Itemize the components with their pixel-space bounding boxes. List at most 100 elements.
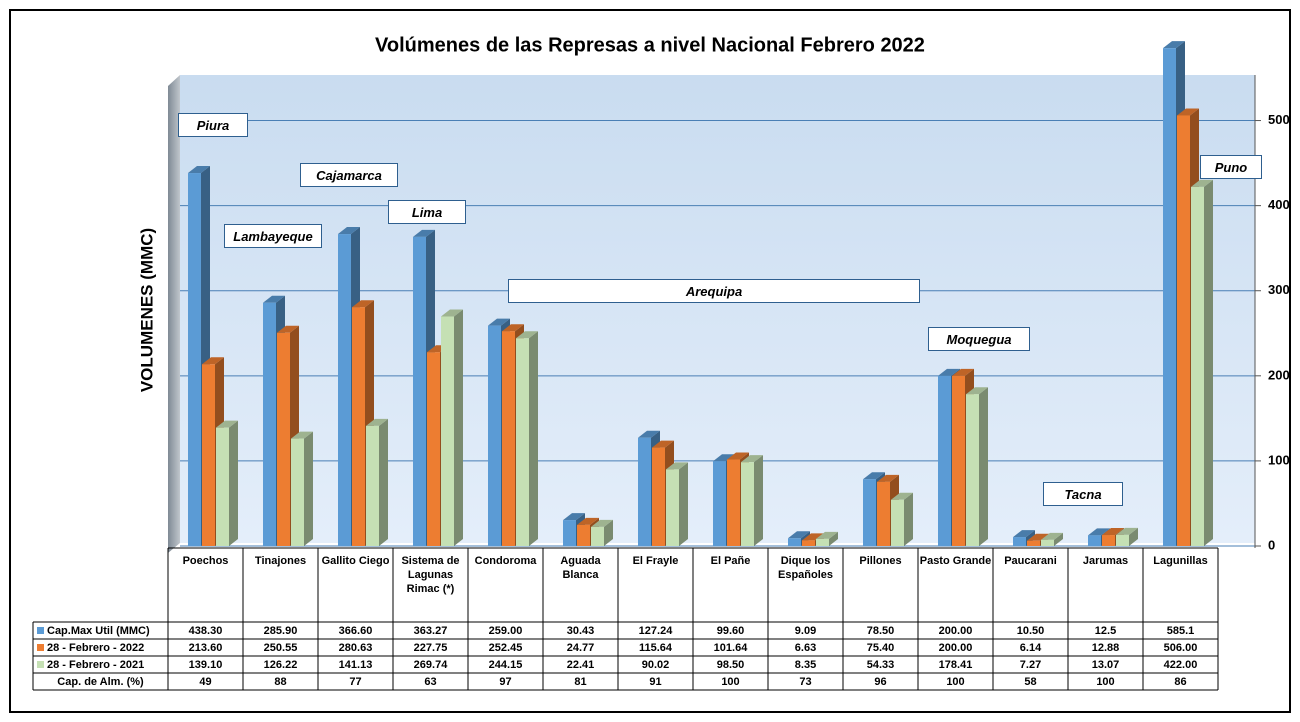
bar-top	[516, 331, 538, 339]
legend-label: Cap. de Alm. (%)	[57, 675, 144, 688]
table-value: 363.27	[413, 624, 448, 637]
bar	[1191, 186, 1204, 546]
table-value: 75.40	[866, 641, 895, 654]
table-value: 269.74	[413, 658, 448, 671]
legend-swatch	[37, 627, 44, 634]
bar-top	[816, 531, 838, 539]
bar-top	[891, 492, 913, 500]
bar-side	[1204, 179, 1213, 546]
bar-top	[1027, 533, 1049, 541]
bar-top	[1013, 530, 1035, 538]
category-label: Jarumas	[1082, 555, 1129, 567]
table-value: 88	[274, 675, 287, 688]
bar	[1102, 535, 1115, 546]
table-value: 78.50	[866, 624, 895, 637]
bar	[1027, 540, 1040, 546]
bar	[291, 438, 304, 546]
table-value: 77	[349, 675, 362, 688]
row-label: Cap.Max Util (MMC)	[33, 622, 168, 639]
category-label: Poechos	[182, 555, 229, 567]
table-value: 259.00	[488, 624, 523, 637]
bar-side	[679, 462, 688, 546]
bar	[216, 427, 229, 546]
side-wall	[168, 75, 180, 553]
table-value: 227.75	[413, 641, 448, 654]
table-value: 506.00	[1163, 641, 1198, 654]
table-value: 139.10	[188, 658, 223, 671]
row-label: 28 - Febrero - 2021	[33, 656, 168, 673]
bar-top	[1102, 528, 1124, 536]
bar-side	[529, 331, 538, 546]
bar-top	[727, 452, 749, 460]
bar	[727, 459, 740, 546]
bar-side	[229, 420, 238, 546]
bar	[638, 437, 651, 546]
table-value: 58	[1024, 675, 1037, 688]
bar-top	[216, 420, 238, 428]
bar	[802, 540, 815, 546]
bar-top	[338, 227, 360, 235]
bar-top	[666, 462, 688, 470]
bar	[891, 499, 904, 546]
category-label: Paucarani	[1004, 555, 1057, 567]
y-tick-label: 200	[1268, 367, 1290, 382]
table-value: 244.15	[488, 658, 523, 671]
table-value: 96	[874, 675, 887, 688]
row-label: Cap. de Alm. (%)	[33, 673, 168, 690]
bar	[516, 338, 529, 546]
chart-title: Volúmenes de las Represas a nivel Nacion…	[375, 34, 925, 56]
table-value: 422.00	[1163, 658, 1198, 671]
y-tick-label: 400	[1268, 197, 1290, 212]
bar	[366, 425, 379, 546]
table-value: 12.5	[1094, 624, 1117, 637]
bar-top	[441, 309, 463, 317]
table-value: 252.45	[488, 641, 523, 654]
bar	[1116, 534, 1129, 546]
bar-top	[1177, 108, 1199, 116]
bar-top	[413, 229, 435, 237]
bar	[741, 462, 754, 546]
bar-top	[877, 474, 899, 482]
table-value: 24.77	[566, 641, 595, 654]
bar-top	[1041, 532, 1063, 540]
bar	[352, 307, 365, 546]
table-value: 6.14	[1019, 641, 1042, 654]
bar-top	[788, 531, 810, 539]
table-value: 13.07	[1091, 658, 1120, 671]
bar-top	[638, 430, 660, 438]
table-value: 100	[946, 675, 965, 688]
bar	[338, 234, 351, 546]
category-label: El Frayle	[632, 555, 679, 567]
bar-top	[488, 318, 510, 326]
legend-swatch	[37, 661, 44, 668]
region-label: Tacna	[1043, 482, 1123, 506]
table-value: 141.13	[338, 658, 373, 671]
bar-top	[713, 454, 735, 462]
table-value: 6.63	[794, 641, 817, 654]
legend-swatch	[37, 644, 44, 651]
region-label: Moquegua	[928, 327, 1030, 351]
category-label: Gallito Ciego	[321, 555, 390, 567]
table-value: 90.02	[641, 658, 670, 671]
bar	[666, 469, 679, 546]
bar	[1041, 539, 1054, 546]
bar	[502, 331, 515, 546]
table-value: 7.27	[1019, 658, 1042, 671]
table-value: 99.60	[716, 624, 745, 637]
bar-top	[263, 295, 285, 303]
table-value: 8.35	[794, 658, 817, 671]
table-value: 366.60	[338, 624, 373, 637]
bar-top	[952, 368, 974, 376]
bar-top	[563, 513, 585, 521]
table-value: 200.00	[938, 641, 973, 654]
bar	[713, 461, 726, 546]
category-label: Condoroma	[474, 555, 537, 567]
category-label: Pasto Grande	[919, 555, 992, 567]
table-value: 115.64	[638, 641, 673, 654]
table-value: 100	[1096, 675, 1115, 688]
bar-side	[904, 492, 913, 546]
bar	[188, 173, 201, 546]
bar-top	[1116, 527, 1138, 535]
bar	[263, 302, 276, 546]
